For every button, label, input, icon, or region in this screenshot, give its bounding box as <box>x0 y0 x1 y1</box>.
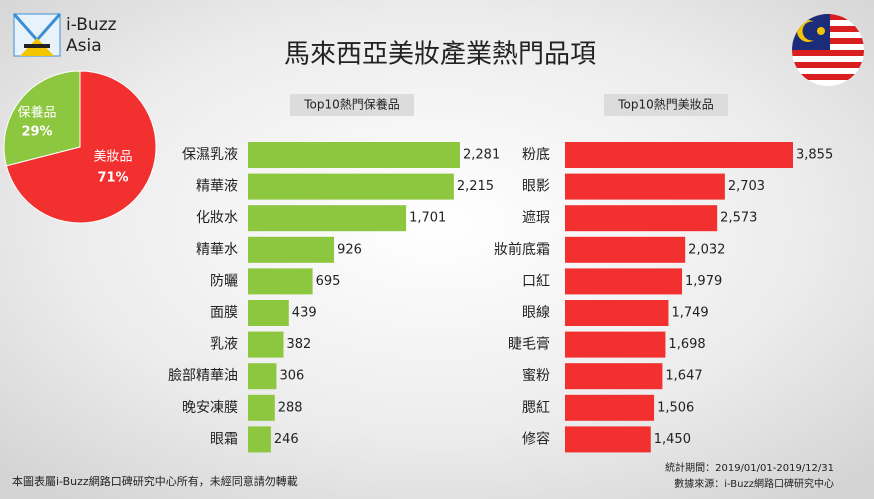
category-label: 面膜 <box>210 305 238 321</box>
value-label: 695 <box>316 274 341 289</box>
value-label: 439 <box>292 306 317 321</box>
bar <box>565 394 655 421</box>
subtitle-box <box>290 94 414 116</box>
category-label: 眼影 <box>522 179 550 195</box>
category-label: 精華液 <box>196 179 238 195</box>
value-label: 1,450 <box>654 432 691 447</box>
bar <box>565 363 663 390</box>
category-label: 乳液 <box>210 337 238 353</box>
value-label: 246 <box>274 432 299 447</box>
bar <box>248 300 289 326</box>
bar <box>248 363 277 390</box>
flag <box>792 14 864 86</box>
category-label: 眼霜 <box>210 431 238 447</box>
period: 統計期間：2019/01/01-2019/12/31 <box>665 461 834 474</box>
category-label: 蜜粉 <box>522 368 550 384</box>
category-label: 防曬 <box>210 273 238 289</box>
category-label: 精華水 <box>196 242 238 258</box>
value-label: 2,703 <box>728 179 765 194</box>
category-label: 妝前底霜 <box>494 241 550 258</box>
bar <box>565 142 793 168</box>
value-label: 1,979 <box>685 274 722 289</box>
pie-slice <box>5 70 157 224</box>
bar <box>248 268 313 295</box>
pie-slice <box>3 70 81 167</box>
category-label: 口紅 <box>522 273 550 289</box>
bar <box>565 236 686 263</box>
bar <box>565 331 666 358</box>
bar <box>248 173 454 200</box>
category-label: 遮瑕 <box>522 210 550 226</box>
value-label: 926 <box>337 242 362 257</box>
value-label: 2,032 <box>688 242 725 257</box>
logo <box>12 13 62 57</box>
bar <box>248 142 460 168</box>
category-label: 晚安凍膜 <box>182 400 238 416</box>
value-label: 1,506 <box>657 400 694 415</box>
category-label: 腮紅 <box>522 400 550 416</box>
value-label: 1,749 <box>671 306 708 321</box>
source: 數據來源：i-Buzz網路口碑研究中心 <box>674 477 834 490</box>
value-label: 1,698 <box>668 337 705 352</box>
bar <box>565 173 725 200</box>
value-label: 2,573 <box>720 211 757 226</box>
bar <box>248 236 335 263</box>
bar <box>565 426 651 453</box>
logo-text: i-Buzz <box>66 15 117 35</box>
category-label: 睫毛膏 <box>508 336 550 353</box>
logo-text: Asia <box>66 36 102 56</box>
bar <box>565 268 683 295</box>
chart-subtitle: Top10熱門保養品 <box>303 97 400 112</box>
bar <box>248 331 284 358</box>
subtitle-box <box>604 94 728 116</box>
value-label: 3,855 <box>796 148 833 163</box>
bar <box>565 205 718 232</box>
value-label: 1,701 <box>409 211 446 226</box>
value-label: 1,647 <box>665 369 702 384</box>
category-label: 化妝水 <box>196 210 238 226</box>
category-label: 臉部精華油 <box>168 368 238 384</box>
category-label: 修容 <box>522 430 550 447</box>
slice-label: 保養品 <box>17 105 56 121</box>
slice-value: 71% <box>97 171 128 186</box>
value-label: 306 <box>279 369 304 384</box>
chart-subtitle: Top10熱門美妝品 <box>617 98 714 112</box>
category-label: 粉底 <box>522 147 550 163</box>
page-title: 馬來西亞美妝產業熱門品項 <box>284 40 596 70</box>
value-label: 2,215 <box>457 179 494 194</box>
slice-label: 美妝品 <box>93 150 132 165</box>
value-label: 382 <box>287 337 312 352</box>
bar <box>248 426 271 453</box>
category-label: 眼線 <box>522 305 550 321</box>
bar <box>248 394 275 421</box>
bar <box>565 300 669 326</box>
value-label: 2,281 <box>463 148 500 163</box>
value-label: 288 <box>278 400 303 415</box>
category-label: 保濕乳液 <box>182 147 238 163</box>
slice-value: 29% <box>21 125 52 140</box>
bar <box>248 205 407 232</box>
copyright: 本圖表屬i-Buzz網路口碑研究中心所有，未經同意請勿轉載 <box>12 474 298 488</box>
